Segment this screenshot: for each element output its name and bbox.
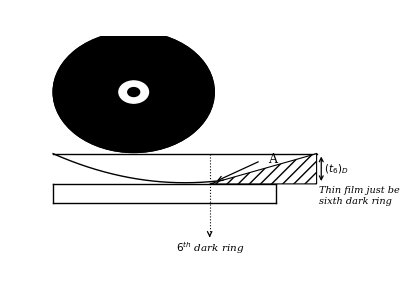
Circle shape bbox=[64, 40, 204, 144]
Circle shape bbox=[93, 62, 174, 122]
Circle shape bbox=[101, 67, 167, 117]
Text: A: A bbox=[268, 153, 278, 166]
Circle shape bbox=[53, 32, 214, 153]
Circle shape bbox=[128, 88, 140, 97]
Circle shape bbox=[68, 43, 200, 141]
Circle shape bbox=[110, 75, 157, 110]
Circle shape bbox=[82, 53, 186, 131]
Circle shape bbox=[119, 81, 148, 103]
Circle shape bbox=[72, 46, 195, 138]
Circle shape bbox=[60, 37, 207, 147]
Text: Thin film just below
sixth dark ring: Thin film just below sixth dark ring bbox=[319, 186, 400, 206]
Circle shape bbox=[87, 57, 180, 127]
Polygon shape bbox=[210, 154, 317, 184]
Text: $(t_6)_D$: $(t_6)_D$ bbox=[324, 162, 348, 175]
Circle shape bbox=[77, 49, 191, 135]
Text: $6^{th}$ dark ring: $6^{th}$ dark ring bbox=[176, 240, 244, 255]
